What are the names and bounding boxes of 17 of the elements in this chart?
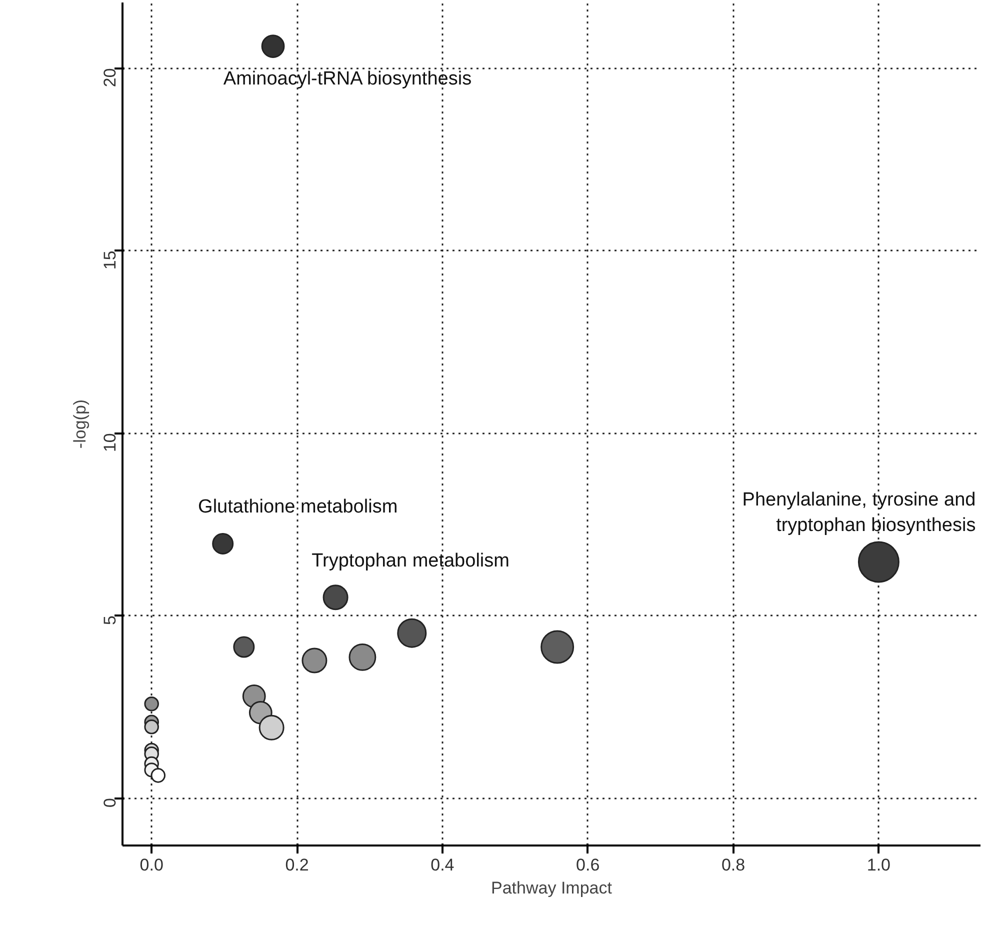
- x-tick-label: 0.6: [576, 856, 600, 874]
- y-tick-label: 5: [100, 616, 120, 626]
- x-tick-label: 0.8: [721, 856, 746, 874]
- y-tick-label: 15: [100, 250, 120, 270]
- annotation: Phenylalanine, tyrosine and tryptophan biosynthesis: [742, 490, 976, 536]
- y-tick-label: 10: [100, 433, 120, 452]
- x-tick-label: 1.0: [866, 856, 891, 874]
- annotation: Glutathione metabolism: [198, 496, 398, 518]
- annotation: Tryptophan metabolism: [312, 550, 510, 572]
- x-tick-label: 0.4: [430, 856, 454, 874]
- y-tick-label: 0: [100, 798, 120, 808]
- x-axis-title: Pathway Impact: [491, 878, 612, 898]
- x-tick-label: 0.2: [285, 856, 309, 874]
- annotation: Aminoacyl-tRNA biosynthesis: [223, 68, 472, 90]
- y-tick-label: 20: [100, 68, 120, 88]
- y-axis-title: -log(p): [70, 399, 90, 449]
- x-tick-label: 0.0: [140, 856, 164, 874]
